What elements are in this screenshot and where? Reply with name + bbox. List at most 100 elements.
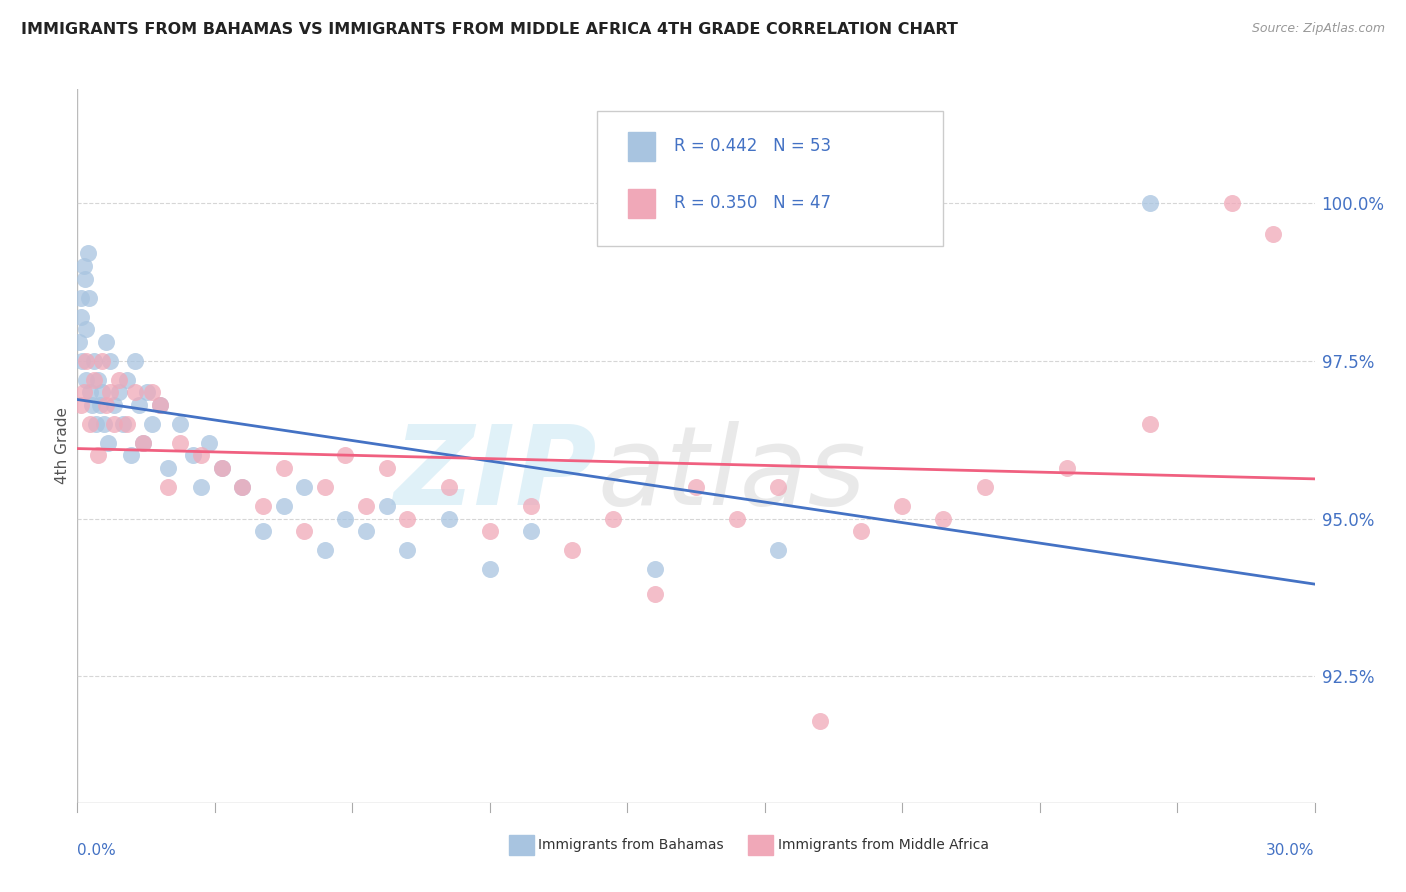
Point xyxy=(768,480,790,494)
Point xyxy=(190,449,212,463)
Point xyxy=(115,373,138,387)
Point xyxy=(84,417,107,431)
Point xyxy=(157,480,180,494)
Point xyxy=(292,524,315,539)
Point xyxy=(169,417,191,431)
Point xyxy=(211,461,233,475)
Point xyxy=(91,385,114,400)
Point xyxy=(79,417,101,431)
Text: Immigrants from Bahamas: Immigrants from Bahamas xyxy=(538,838,724,852)
Point xyxy=(252,499,274,513)
Point xyxy=(602,511,624,525)
Point xyxy=(354,524,377,539)
Text: atlas: atlas xyxy=(598,421,866,528)
Point xyxy=(932,511,955,525)
Point xyxy=(685,480,707,494)
Point xyxy=(520,499,543,513)
Text: IMMIGRANTS FROM BAHAMAS VS IMMIGRANTS FROM MIDDLE AFRICA 4TH GRADE CORRELATION C: IMMIGRANTS FROM BAHAMAS VS IMMIGRANTS FR… xyxy=(21,22,957,37)
Point xyxy=(87,373,110,387)
Point xyxy=(87,449,110,463)
Point xyxy=(67,334,90,349)
Point xyxy=(70,291,93,305)
Point xyxy=(115,417,138,431)
Point xyxy=(103,417,125,431)
Point xyxy=(75,353,97,368)
Text: Source: ZipAtlas.com: Source: ZipAtlas.com xyxy=(1251,22,1385,36)
Point xyxy=(375,461,398,475)
Point xyxy=(211,461,233,475)
Point xyxy=(83,353,105,368)
Text: Immigrants from Middle Africa: Immigrants from Middle Africa xyxy=(778,838,988,852)
Bar xyxy=(628,132,655,161)
Point xyxy=(107,385,129,400)
Point xyxy=(157,461,180,475)
Point xyxy=(437,480,460,494)
Point xyxy=(231,480,253,494)
Point xyxy=(520,524,543,539)
Point xyxy=(96,398,118,412)
Point xyxy=(478,562,501,576)
Point xyxy=(644,562,666,576)
Point xyxy=(437,511,460,525)
Point xyxy=(314,543,336,558)
Point xyxy=(75,322,97,336)
Point xyxy=(849,524,872,539)
Text: R = 0.350   N = 47: R = 0.350 N = 47 xyxy=(673,194,831,212)
Point xyxy=(478,524,501,539)
Point xyxy=(273,499,295,513)
Point xyxy=(1220,195,1243,210)
Point xyxy=(83,373,105,387)
Bar xyxy=(628,189,655,218)
Point xyxy=(1139,417,1161,431)
Point xyxy=(73,271,96,285)
Y-axis label: 4th Grade: 4th Grade xyxy=(55,408,70,484)
Point xyxy=(72,353,94,368)
Point xyxy=(75,373,97,387)
Point xyxy=(141,385,163,400)
Point xyxy=(891,499,914,513)
Text: 0.0%: 0.0% xyxy=(77,843,117,858)
Point xyxy=(1139,195,1161,210)
Point xyxy=(141,417,163,431)
Point xyxy=(120,449,142,463)
Point xyxy=(96,334,118,349)
Point xyxy=(132,435,155,450)
Point xyxy=(98,385,121,400)
Point xyxy=(1056,461,1078,475)
Point xyxy=(149,398,172,412)
Point xyxy=(335,511,357,525)
Point xyxy=(292,480,315,494)
Point xyxy=(725,511,748,525)
Text: ZIP: ZIP xyxy=(394,421,598,528)
Point xyxy=(91,353,114,368)
Point xyxy=(973,480,995,494)
Point xyxy=(181,449,204,463)
Point xyxy=(149,398,172,412)
Point xyxy=(128,398,150,412)
Point xyxy=(72,259,94,273)
Point xyxy=(89,398,111,412)
Point xyxy=(136,385,159,400)
Point xyxy=(190,480,212,494)
Point xyxy=(77,291,100,305)
Point xyxy=(103,398,125,412)
Point xyxy=(335,449,357,463)
Point xyxy=(396,511,419,525)
Point xyxy=(124,353,146,368)
Point xyxy=(76,246,98,260)
Point xyxy=(561,543,583,558)
Point xyxy=(70,398,93,412)
Point xyxy=(644,587,666,601)
Point xyxy=(375,499,398,513)
Point xyxy=(354,499,377,513)
Point xyxy=(111,417,134,431)
Point xyxy=(273,461,295,475)
Point xyxy=(132,435,155,450)
Point xyxy=(80,398,103,412)
Point xyxy=(1263,227,1285,242)
Point xyxy=(69,310,91,324)
Point xyxy=(107,373,129,387)
Point xyxy=(97,435,120,450)
Point xyxy=(198,435,221,450)
Point xyxy=(768,543,790,558)
